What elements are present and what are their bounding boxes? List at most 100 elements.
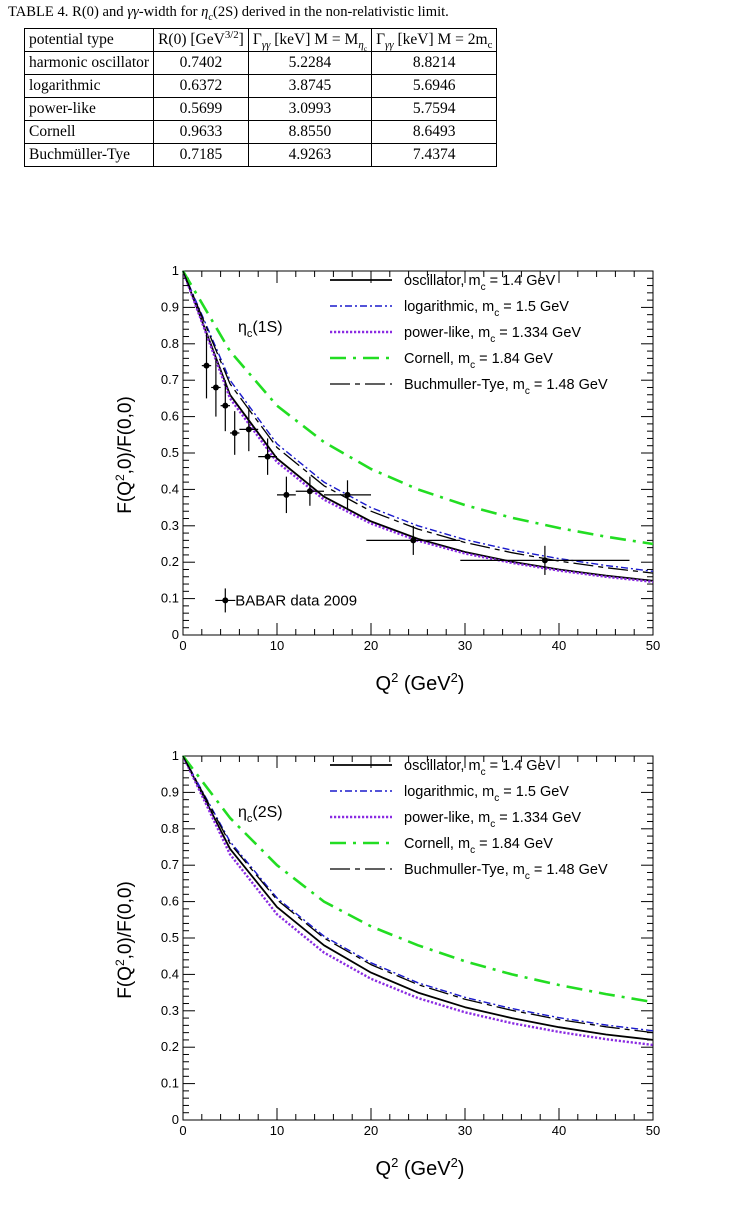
- x-axis-title: Q2 (GeV2): [376, 670, 465, 695]
- table-cell-value: 5.2284: [247, 51, 373, 76]
- data-point: [283, 491, 290, 498]
- results-table: potential type R(0) [GeV3/2] Γγγ [keV] M…: [23, 27, 498, 168]
- data-point: [264, 453, 271, 460]
- x-tick-label: 50: [646, 1123, 660, 1138]
- table-row: Buchmüller-Tye 0.7185 4.9263 7.4374: [23, 143, 498, 168]
- y-tick-label: 0.8: [161, 336, 179, 351]
- table-cell-potential: power-like: [23, 97, 155, 122]
- table-cell-value: 5.6946: [371, 74, 498, 99]
- header-potential-type: potential type: [23, 27, 155, 53]
- y-tick-label: 0.1: [161, 591, 179, 606]
- series-line-bt: [182, 755, 654, 1034]
- data-point: [203, 362, 210, 369]
- y-tick-label: 0.6: [161, 409, 179, 424]
- y-tick-label: 0.2: [161, 1039, 179, 1054]
- header-width-2mc: Γγγ [keV] M = 2mc: [371, 27, 498, 53]
- series-line-bt: [182, 270, 654, 574]
- plot-area: 0 10 20 30 40 50 0 0.1 0.2 0.3 0.4 0.5 0.6 0.7 0.8 0.9 1…: [113, 748, 660, 1180]
- table-cell-value: 8.8214: [371, 51, 498, 76]
- table-cell-value: 7.4374: [371, 143, 498, 168]
- y-axis-title: F(Q2,0)/F(0,0): [113, 881, 136, 999]
- y-axis-title: F(Q2,0)/F(0,0): [113, 396, 136, 514]
- data-point: [222, 402, 229, 409]
- y-tick-label: 0.3: [161, 518, 179, 533]
- y-tick-label: 0.7: [161, 372, 179, 387]
- table-cell-value: 0.9633: [153, 120, 249, 145]
- y-tick-label: 0: [172, 627, 179, 642]
- x-tick-label: 30: [458, 1123, 472, 1138]
- x-tick-label: 40: [552, 638, 566, 653]
- x-axis-title: Q2 (GeV2): [376, 1155, 465, 1180]
- x-tick-label: 10: [270, 638, 284, 653]
- x-tick-label: 20: [364, 1123, 378, 1138]
- table-cell-value: 4.9263: [247, 143, 373, 168]
- y-tick-label: 0.6: [161, 894, 179, 909]
- y-tick-label: 0.1: [161, 1076, 179, 1091]
- series-line-dashdot: [182, 270, 654, 572]
- table-cell-value: 0.6372: [153, 74, 249, 99]
- y-tick-label: 0.4: [161, 966, 179, 981]
- x-tick-label: 50: [646, 638, 660, 653]
- table-cell-potential: logarithmic: [23, 74, 155, 99]
- table-cell-value: 3.0993: [247, 97, 373, 122]
- table-row: Cornell 0.9633 8.8550 8.6493: [23, 120, 498, 145]
- y-tick-label: 1: [172, 748, 179, 763]
- x-tick-label: 10: [270, 1123, 284, 1138]
- legend-label: oscillator, mc = 1.4 GeV: [404, 273, 556, 293]
- y-tick-label: 0.2: [161, 554, 179, 569]
- data-point: [245, 426, 252, 433]
- header-width-m-eta: Γγγ [keV] M = Mηc: [247, 27, 373, 53]
- x-tick-label: 40: [552, 1123, 566, 1138]
- series-line-dashdot: [182, 755, 654, 1032]
- y-tick-label: 0.7: [161, 857, 179, 872]
- series-line-longdash: [181, 755, 654, 1004]
- table-header-row: potential type R(0) [GeV3/2] Γγγ [keV] M…: [23, 27, 498, 53]
- y-tick-label: 0.5: [161, 930, 179, 945]
- x-tick-label: 20: [364, 638, 378, 653]
- x-tick-label: 0: [179, 1123, 186, 1138]
- y-tick-label: 0.3: [161, 1003, 179, 1018]
- table-cell-potential: harmonic oscillator: [23, 51, 155, 76]
- table-row: harmonic oscillator 0.7402 5.2284 8.8214: [23, 51, 498, 76]
- data-point: [306, 488, 313, 495]
- table-caption: TABLE 4. R(0) and γγ-width for ηc(2S) de…: [8, 4, 449, 23]
- x-tick-label: 0: [179, 638, 186, 653]
- series-line-solid: [182, 755, 654, 1041]
- y-tick-label: 0.4: [161, 481, 179, 496]
- legend-label: Cornell, mc = 1.84 GeV: [404, 836, 553, 856]
- chart-eta-c-2s: 0 10 20 30 40 50 0 0.1 0.2 0.3 0.4 0.5 0.6 0.7 0.8 0.9 1…: [113, 748, 660, 1180]
- table-cell-value: 0.7402: [153, 51, 249, 76]
- legend-label: power-like, mc = 1.334 GeV: [404, 810, 581, 830]
- data-point: [212, 384, 219, 391]
- series-line-solid: [182, 270, 654, 582]
- table-cell-value: 8.8550: [247, 120, 373, 145]
- chart-eta-c-1s: 0 10 20 30 40 50 0 0.1 0.2 0.3 0.4 0.5 0.6 0.7 0.8 0.9 1…: [113, 263, 660, 695]
- table-cell-value: 0.7185: [153, 143, 249, 168]
- plot-area: 0 10 20 30 40 50 0 0.1 0.2 0.3 0.4 0.5 0.6 0.7 0.8 0.9 1…: [113, 263, 660, 695]
- series-line-longdash: [181, 270, 654, 546]
- legend-label: oscillator, mc = 1.4 GeV: [404, 758, 556, 778]
- legend-label: Buchmuller-Tye, mc = 1.48 GeV: [404, 377, 608, 397]
- panel-label: ηc(1S): [238, 319, 283, 340]
- legend-label: logarithmic, mc = 1.5 GeV: [404, 299, 569, 319]
- table-cell-potential: Cornell: [23, 120, 155, 145]
- table-cell-value: 5.7594: [371, 97, 498, 122]
- legend-label: logarithmic, mc = 1.5 GeV: [404, 784, 569, 804]
- y-tick-label: 0.8: [161, 821, 179, 836]
- legend-label: power-like, mc = 1.334 GeV: [404, 325, 581, 345]
- legend-label: Cornell, mc = 1.84 GeV: [404, 351, 553, 371]
- data-point: [231, 429, 238, 436]
- data-point: [541, 557, 548, 564]
- table-cell-value: 0.5699: [153, 97, 249, 122]
- y-tick-label: 0.9: [161, 299, 179, 314]
- data-point: [344, 491, 351, 498]
- table-cell-value: 8.6493: [371, 120, 498, 145]
- table-cell-potential: Buchmüller-Tye: [23, 143, 155, 168]
- x-tick-label: 30: [458, 638, 472, 653]
- table-cell-value: 3.8745: [247, 74, 373, 99]
- legend-data-label: BABAR data 2009: [235, 592, 357, 609]
- y-tick-label: 1: [172, 263, 179, 278]
- table-row: power-like 0.5699 3.0993 5.7594: [23, 97, 498, 122]
- header-r0: R(0) [GeV3/2]: [153, 27, 249, 53]
- data-point: [410, 537, 417, 544]
